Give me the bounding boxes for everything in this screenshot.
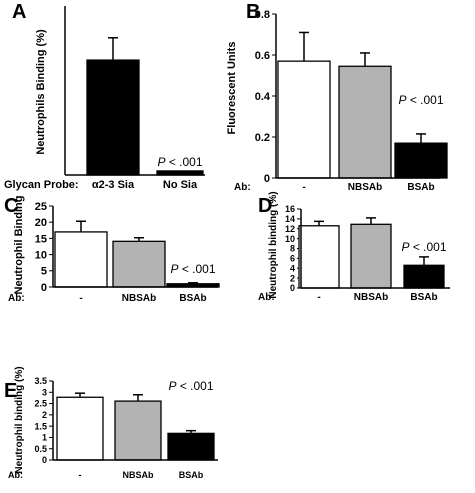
y-tick-label: 0: [41, 282, 47, 294]
y-tick-label: 0: [290, 283, 295, 293]
y-tick-label: 2.5: [34, 399, 47, 409]
y-tick-label: 4: [290, 263, 295, 273]
x-tick-label: α2-3 Sia: [92, 179, 135, 191]
x-row-label: Ab:: [258, 292, 275, 303]
bar: [277, 60, 331, 179]
bar: [298, 225, 340, 289]
y-axis-label: Neutrophil Binding: [13, 196, 25, 295]
panel-letter: E: [4, 380, 17, 402]
x-tick-label: BSAb: [410, 292, 437, 303]
y-axis-label: Neutrophils Binding (%): [35, 29, 47, 155]
x-tick-label: NBSAb: [122, 293, 156, 304]
bar: [394, 142, 448, 179]
p-value-annotation: P < .001: [398, 93, 443, 107]
panel-b: B Fluorescent Units 0 0.2 0.4 0.6 0.8 P < .001 A…: [226, 1, 448, 193]
x-tick-label: NBSAb: [354, 292, 388, 303]
x-tick-label: BSAb: [179, 293, 206, 304]
x-tick-label: -: [302, 182, 305, 193]
x-tick-label: -: [317, 292, 320, 303]
y-tick-label: 2: [290, 273, 295, 283]
bar: [167, 432, 215, 461]
y-tick-label: 20: [35, 217, 47, 229]
panel-letter: A: [12, 1, 26, 23]
y-tick-label: 8: [290, 244, 295, 254]
bar: [338, 65, 392, 179]
y-tick-label: 0: [264, 173, 270, 185]
x-tick-label: NBSAb: [123, 470, 155, 480]
y-tick-label: 1: [42, 433, 47, 443]
x-row-label: Ab:: [234, 182, 251, 193]
y-tick-label: 0: [42, 455, 47, 465]
p-value-annotation: P < .001: [168, 379, 213, 393]
y-tick-label: 0.4: [255, 91, 271, 103]
bar: [56, 396, 104, 461]
y-tick-label: 0.2: [255, 132, 270, 144]
panel-letter: B: [246, 1, 260, 23]
panel-a: A Neutrophils Binding (%) P < .001 Glycan P…: [4, 1, 205, 191]
x-tick-label: -: [79, 293, 82, 304]
y-tick-label: 25: [35, 201, 47, 213]
y-tick-label: 12: [285, 224, 295, 234]
x-tick-label: NBSAb: [348, 182, 382, 193]
x-row-label: Ab:: [8, 470, 23, 480]
y-tick-label: 1.5: [34, 421, 47, 431]
y-tick-label: 6: [290, 254, 295, 264]
y-tick-label: 0.6: [255, 50, 270, 62]
x-tick-label: -: [79, 470, 82, 480]
panel-letter: C: [4, 195, 18, 217]
bar: [114, 400, 162, 461]
p-value-annotation: P < .001: [157, 155, 202, 169]
y-axis-label: Neutrophil binding (%): [268, 191, 279, 298]
y-tick-label: 3: [42, 387, 47, 397]
y-tick-label: 0.5: [34, 444, 47, 454]
bar: [54, 231, 108, 288]
y-tick-label: 0.8: [255, 9, 270, 21]
y-axis-label: Neutrophil binding (%): [14, 366, 25, 473]
y-axis-label: Fluorescent Units: [226, 42, 238, 135]
y-tick-label: 2: [42, 410, 47, 420]
y-tick-label: 3.5: [34, 376, 47, 386]
bar: [403, 264, 445, 289]
x-tick-label: BSAb: [179, 470, 204, 480]
y-tick-label: 5: [41, 266, 47, 278]
bar: [86, 59, 140, 176]
y-tick-label: 15: [35, 233, 47, 245]
panel-letter: D: [258, 195, 272, 217]
x-row-label: Ab:: [8, 293, 25, 304]
x-row-label: Glycan Probe:: [4, 179, 79, 191]
p-value-annotation: P < .001: [170, 262, 215, 276]
x-tick-label: No Sia: [163, 179, 198, 191]
p-value-annotation: P < .001: [401, 240, 446, 254]
bar: [350, 223, 392, 289]
y-tick-label: 10: [35, 249, 47, 261]
x-tick-label: BSAb: [407, 182, 434, 193]
y-tick-label: 10: [285, 234, 295, 244]
y-tick-label: 14: [285, 214, 295, 224]
y-tick-label: 16: [285, 204, 295, 214]
bar: [112, 240, 166, 288]
